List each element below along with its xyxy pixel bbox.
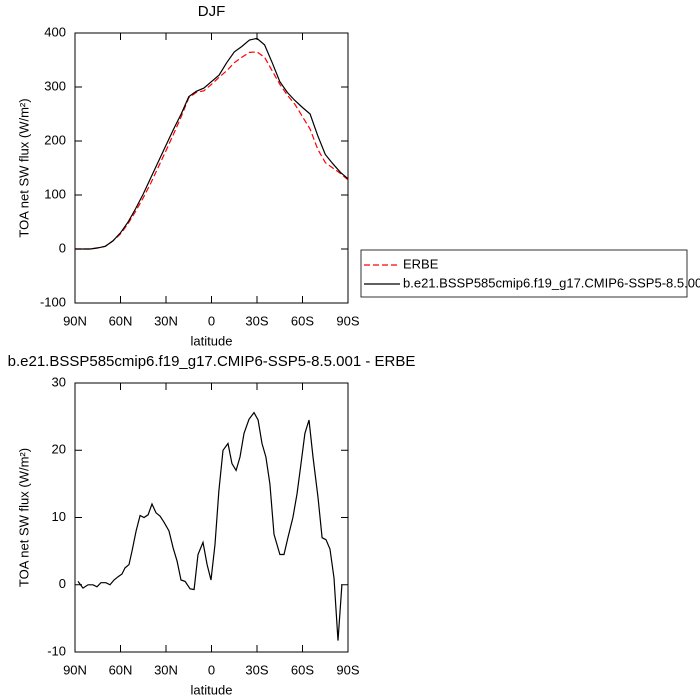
x-tick-label: 30S <box>245 662 268 677</box>
x-axis-label: latitude <box>191 682 233 697</box>
plot-frame <box>74 382 349 653</box>
x-tick-label: 90N <box>63 662 87 677</box>
y-axis-label: TOA net SW flux (W/m²) <box>16 448 31 587</box>
y-axis-label: TOA net SW flux (W/m²) <box>16 98 31 237</box>
chart-title: b.e21.BSSP585cmip6.f19_g17.CMIP6-SSP5-8.… <box>8 353 416 370</box>
y-tick-label: 30 <box>52 374 66 389</box>
series-line <box>77 411 343 641</box>
x-tick-label: 90N <box>63 313 87 328</box>
legend-box <box>360 249 688 298</box>
x-tick-label: 30N <box>154 662 178 677</box>
legend-label: b.e21.BSSP585cmip6.f19_g17.CMIP6-SSP5-8.… <box>403 275 700 290</box>
y-tick-label: 0 <box>59 240 66 255</box>
x-tick-label: 0 <box>208 313 215 328</box>
y-tick-label: -10 <box>47 643 66 658</box>
legend-label: ERBE <box>403 256 439 271</box>
x-tick-label: 60S <box>291 662 314 677</box>
x-tick-label: 0 <box>208 662 215 677</box>
y-tick-label: 20 <box>52 442 66 457</box>
y-tick-label: -100 <box>40 294 66 309</box>
chart-title: DJF <box>198 3 226 20</box>
x-axis-label: latitude <box>191 333 233 348</box>
x-tick-label: 90S <box>336 313 359 328</box>
y-tick-label: 0 <box>59 576 66 591</box>
series-line <box>75 37 349 250</box>
y-tick-label: 10 <box>52 509 66 524</box>
x-tick-label: 60S <box>291 313 314 328</box>
plot-frame <box>74 32 349 304</box>
x-tick-label: 60N <box>109 662 133 677</box>
x-tick-label: 30S <box>245 313 268 328</box>
series-line <box>75 51 349 250</box>
x-tick-label: 60N <box>109 313 133 328</box>
y-tick-label: 100 <box>44 186 66 201</box>
y-tick-label: 200 <box>44 132 66 147</box>
y-tick-label: 300 <box>44 78 66 93</box>
y-tick-label: 400 <box>44 24 66 39</box>
x-tick-label: 30N <box>154 313 178 328</box>
x-tick-label: 90S <box>336 662 359 677</box>
